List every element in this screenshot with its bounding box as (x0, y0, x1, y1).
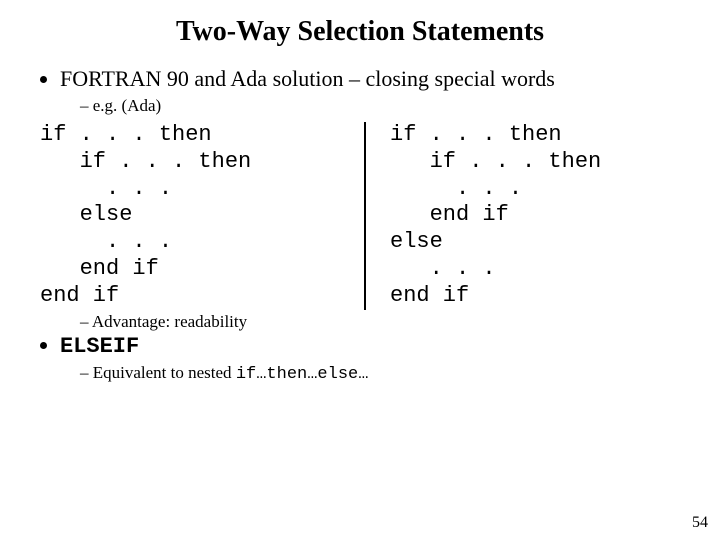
code-right: if . . . then if . . . then . . . end if… (366, 122, 625, 310)
equiv-prefix: Equivalent to nested (93, 363, 236, 382)
bullet-text: FORTRAN 90 and Ada solution – closing sp… (60, 66, 555, 91)
page-title: Two-Way Selection Statements (40, 16, 680, 48)
elseif-label: ELSEIF (60, 334, 139, 359)
slide: Two-Way Selection Statements FORTRAN 90 … (0, 0, 720, 540)
code-columns: if . . . then if . . . then . . . else .… (30, 122, 680, 310)
advantage-note: Advantage: readability (40, 312, 680, 332)
code-left: if . . . then if . . . then . . . else .… (30, 122, 366, 310)
equiv-code: if…then…else… (236, 365, 369, 384)
sub-equivalent: Equivalent to nested if…then…else… (80, 363, 680, 384)
bullet-list: FORTRAN 90 and Ada solution – closing sp… (40, 66, 680, 116)
page-number: 54 (692, 514, 708, 532)
bullet-elseif: ELSEIF Equivalent to nested if…then…else… (60, 332, 680, 384)
sub-eg-ada: e.g. (Ada) (80, 96, 680, 116)
sublist: e.g. (Ada) (60, 96, 680, 116)
bullet-fortran-ada: FORTRAN 90 and Ada solution – closing sp… (60, 66, 680, 116)
bullet-list-2: ELSEIF Equivalent to nested if…then…else… (40, 332, 680, 384)
sublist-2: Equivalent to nested if…then…else… (60, 363, 680, 384)
